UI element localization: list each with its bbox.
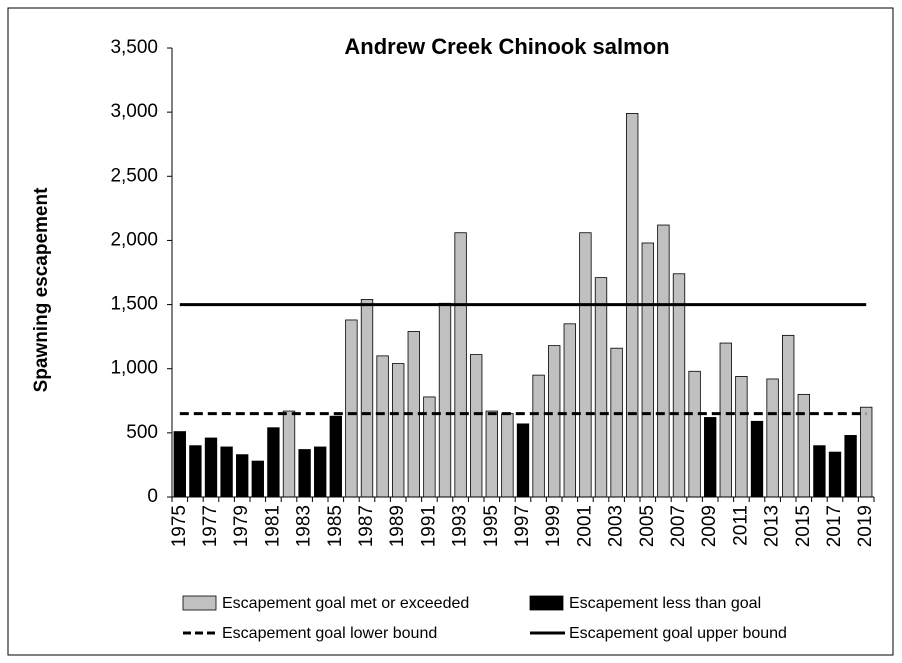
bar [345,319,358,498]
bar [860,406,873,498]
bar [610,347,623,498]
bar [485,410,498,498]
chart-title: Andrew Creek Chinook salmon [344,34,669,59]
bar [704,417,717,498]
bar [782,334,795,498]
legend-label: Escapement goal lower bound [222,625,437,642]
bar [189,445,202,498]
x-tick-label: 1979 [231,505,252,547]
y-tick-label: 500 [126,422,158,443]
bar [173,431,186,498]
y-tick-label: 1,500 [110,294,158,315]
bar [594,277,608,498]
bar [329,415,342,498]
bar [532,374,545,498]
x-tick-label: 1975 [169,505,190,547]
x-tick-label: 1995 [481,505,502,547]
x-tick-label: 2019 [855,505,876,547]
bar [298,449,311,498]
bar [220,446,233,498]
bar [454,232,467,498]
x-tick-label: 1989 [387,505,408,547]
x-tick-label: 1991 [418,505,439,547]
x-tick-label: 2009 [699,505,720,547]
bar [750,420,764,498]
y-tick-label: 3,000 [110,101,158,122]
legend-label: Escapement less than goal [569,595,761,612]
x-tick-label: 1977 [200,505,221,547]
x-tick-label: 1981 [262,505,283,547]
bar [828,451,842,498]
chart-border [7,7,894,656]
bar [641,242,654,498]
bar [844,435,857,498]
bar [766,378,779,498]
x-tick-label: 2015 [793,505,814,547]
bar [501,413,514,498]
x-tick-label: 1999 [543,505,564,547]
y-tick-label: 3,500 [110,37,158,58]
y-axis-label: Spawning escapement [31,187,52,393]
bar [672,273,686,498]
legend-label: Escapement goal upper bound [569,625,787,642]
y-tick-label: 1,000 [110,358,158,379]
bar [657,224,670,498]
bar [735,376,748,498]
bar [267,427,280,498]
y-tick-label: 0 [147,486,158,507]
bar [563,323,576,498]
x-tick-label: 1997 [512,505,533,547]
x-tick-label: 2011 [730,505,751,546]
bar [236,454,249,498]
bar [392,363,405,498]
bar [813,445,826,498]
bar [438,302,452,498]
bar [423,396,436,498]
bar [251,460,264,498]
bar [282,410,296,498]
x-tick-label: 2001 [574,505,595,547]
x-tick-label: 2017 [824,505,845,547]
x-tick-label: 1985 [325,505,346,547]
bar [204,437,218,498]
y-tick-label: 2,000 [110,229,158,250]
x-tick-label: 2005 [637,505,658,547]
bar [470,354,483,498]
bar [360,299,374,498]
x-tick-label: 1983 [294,505,315,547]
bar [579,232,592,498]
bar [314,446,327,498]
legend-swatch [182,595,217,611]
x-tick-label: 1987 [356,505,377,547]
legend-swatch [529,595,564,611]
x-tick-label: 2003 [606,505,627,547]
x-tick-label: 1993 [450,505,471,547]
bar [548,345,561,498]
legend-label: Escapement goal met or exceeded [222,595,469,612]
bar [719,342,732,498]
bar [516,423,530,498]
x-tick-label: 2007 [668,505,689,547]
bar [376,355,389,498]
bar [797,393,810,498]
x-tick-label: 2013 [762,505,783,547]
bar [688,370,701,498]
y-tick-label: 2,500 [110,165,158,186]
